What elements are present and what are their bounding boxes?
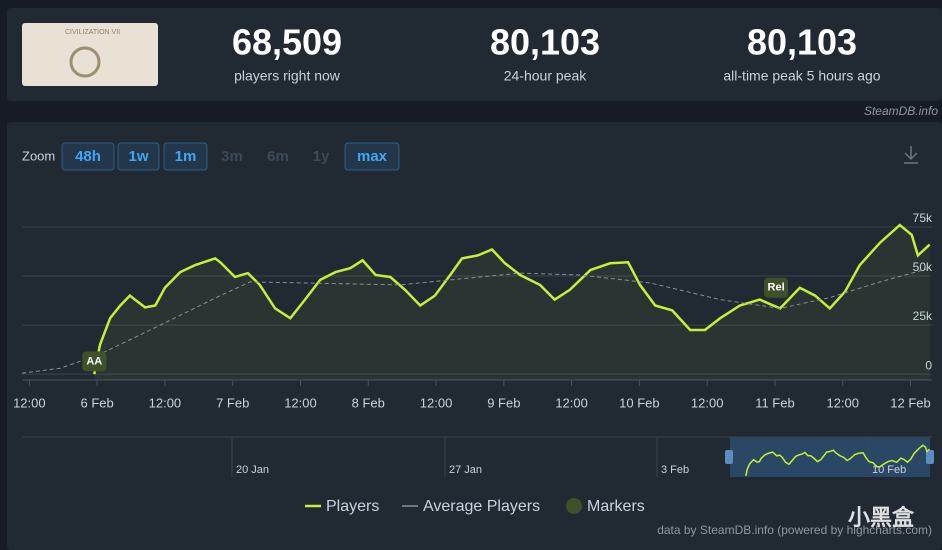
- navigator-line: [745, 444, 930, 476]
- zoom-button[interactable]: [163, 142, 208, 171]
- thumbnail-text: CIVILIZATION VII: [65, 29, 120, 36]
- zoom-button-label: 6m: [267, 148, 289, 165]
- marker-label: AA: [86, 355, 102, 367]
- stat-label: 24-hour peak: [504, 68, 588, 84]
- legend-label[interactable]: Players: [326, 498, 379, 515]
- zoom-button-label[interactable]: max: [357, 148, 388, 165]
- x-tick-label: 8 Feb: [352, 395, 385, 410]
- marker[interactable]: [82, 351, 107, 372]
- game-thumbnail: [22, 23, 158, 86]
- zoom-label: Zoom: [22, 148, 55, 163]
- x-tick-label: 6 Feb: [81, 395, 114, 410]
- x-tick-label: 12:00: [826, 395, 859, 410]
- y-tick-label: 50k: [913, 260, 933, 274]
- x-tick-label: 12:00: [420, 395, 453, 410]
- y-tick-label: 25k: [913, 309, 933, 323]
- x-tick-label: 12 Feb: [890, 395, 930, 410]
- zoom-button-label[interactable]: 48h: [75, 148, 101, 165]
- download-icon[interactable]: [904, 146, 918, 164]
- navigator-handle[interactable]: [725, 450, 733, 464]
- legend-label[interactable]: Markers: [587, 498, 645, 515]
- stat-label: players right now: [234, 68, 341, 84]
- navigator-label: 3 Feb: [661, 464, 689, 476]
- stats-card: [7, 8, 942, 101]
- x-tick-label: 7 Feb: [216, 395, 249, 410]
- x-tick-label: 12:00: [284, 395, 317, 410]
- zoom-button[interactable]: [117, 142, 160, 171]
- zoom-button-label[interactable]: 1m: [175, 148, 197, 165]
- stat-value: 68,509: [232, 22, 342, 63]
- x-tick-label: 10 Feb: [619, 395, 659, 410]
- y-tick-label: 75k: [913, 211, 933, 225]
- players-area: [94, 225, 930, 380]
- average-line: [21, 267, 930, 374]
- legend-symbol: [566, 498, 582, 514]
- credit: data by SteamDB.info (powered by highcha…: [657, 523, 932, 537]
- navigator-handle[interactable]: [926, 450, 934, 464]
- x-tick-label: 9 Feb: [487, 395, 520, 410]
- thumbnail-emblem: [69, 46, 101, 78]
- navigator-label: 20 Jan: [236, 464, 269, 476]
- stat-value: 80,103: [490, 22, 600, 63]
- navigator-label: 27 Jan: [449, 464, 482, 476]
- zoom-button-label[interactable]: 1w: [128, 148, 148, 165]
- marker[interactable]: [764, 277, 789, 298]
- zoom-button-label: 3m: [221, 148, 243, 165]
- x-tick-label: 12:00: [149, 395, 182, 410]
- x-tick-label: 12:00: [555, 395, 588, 410]
- navigator-label: 10 Feb: [872, 464, 906, 476]
- x-tick-label: 12:00: [691, 395, 724, 410]
- y-tick-label: 0: [925, 358, 932, 372]
- zoom-button[interactable]: [344, 142, 400, 171]
- x-tick-label: 12:00: [13, 395, 46, 410]
- players-line: [93, 223, 931, 375]
- zoom-button[interactable]: [61, 142, 115, 171]
- chart-card: [7, 122, 942, 550]
- site-label: SteamDB.info: [864, 104, 938, 118]
- stat-value: 80,103: [747, 22, 857, 63]
- stat-label: all-time peak 5 hours ago: [723, 68, 880, 84]
- zoom-button-label: 1y: [313, 148, 330, 165]
- watermark: 小黑盒: [848, 505, 915, 530]
- x-tick-label: 11 Feb: [755, 395, 795, 410]
- legend-label[interactable]: Average Players: [423, 498, 540, 515]
- marker-label: Rel: [768, 282, 785, 294]
